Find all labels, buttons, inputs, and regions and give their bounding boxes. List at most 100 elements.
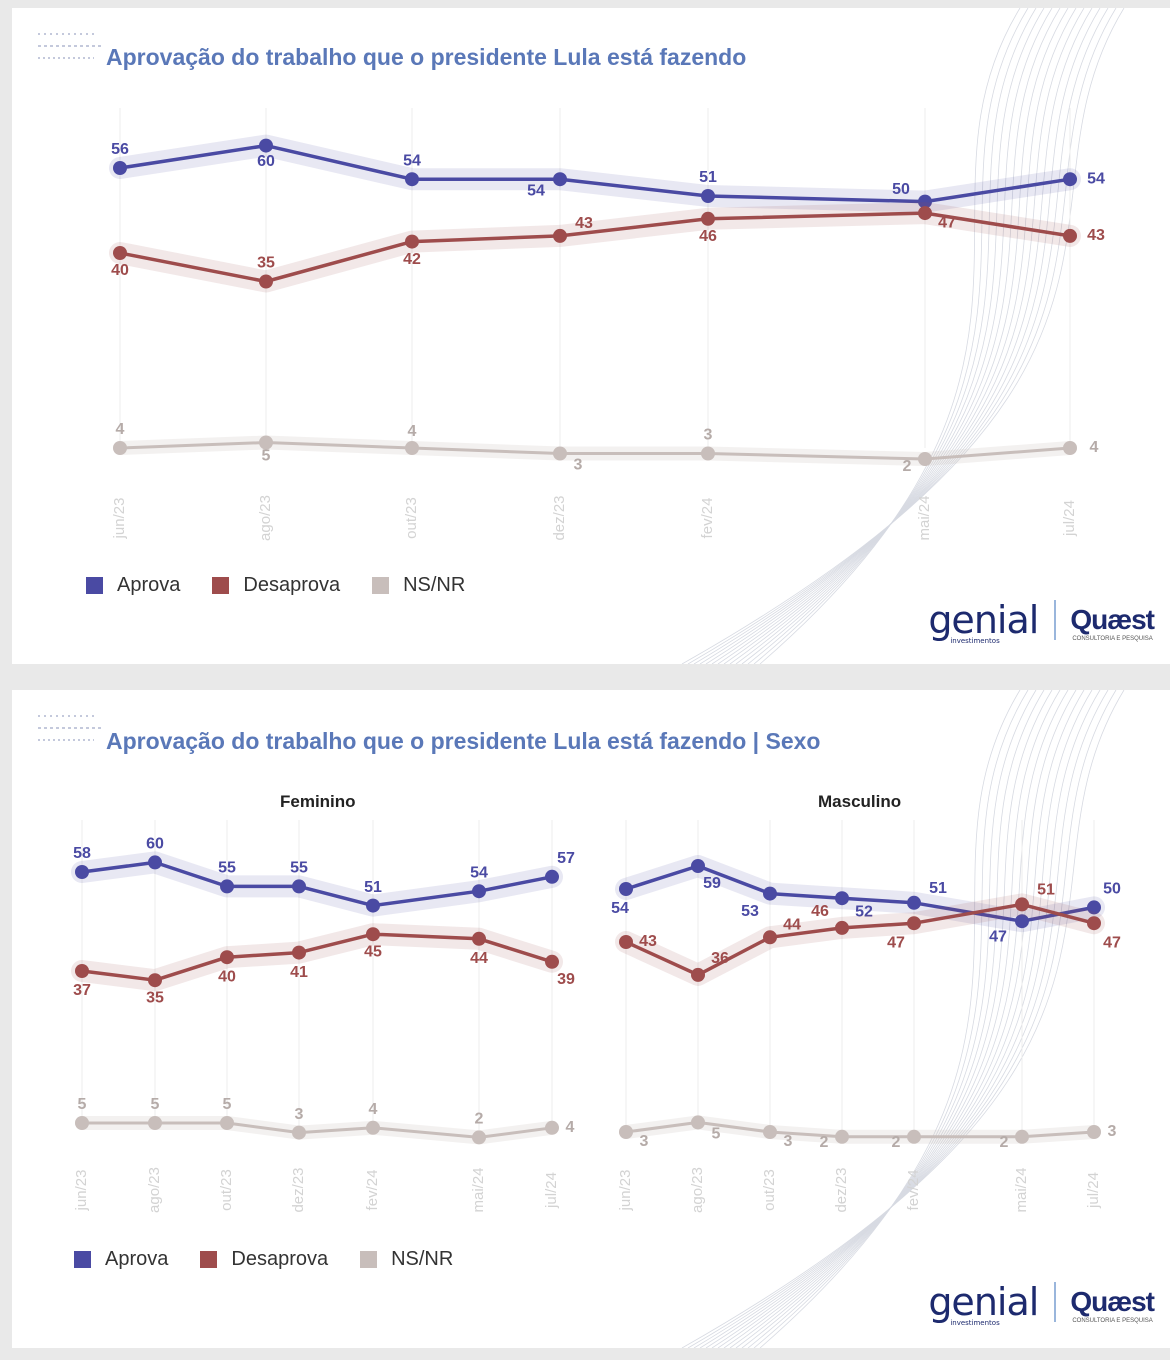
wave-decoration — [705, 690, 1093, 1348]
data-label: 58 — [73, 845, 91, 862]
data-label: 44 — [470, 950, 488, 967]
legend: Aprova Desaprova NS/NR — [86, 574, 497, 597]
genial-logo: genial investimentos — [928, 1280, 1039, 1327]
data-label: 46 — [699, 228, 717, 245]
data-label: 43 — [639, 933, 657, 950]
data-label: 35 — [257, 255, 275, 272]
x-tick-label: mai/24 — [916, 495, 933, 540]
legend-item-aprova: Aprova — [74, 1248, 168, 1271]
data-label: 51 — [364, 879, 382, 896]
dots-decoration-icon — [38, 715, 102, 741]
data-point — [835, 1129, 849, 1144]
data-label: 54 — [1087, 170, 1105, 187]
data-label: 54 — [403, 152, 421, 169]
data-label: 3 — [1108, 1123, 1117, 1140]
data-label: 3 — [295, 1106, 304, 1123]
data-label: 5 — [223, 1096, 232, 1113]
wave-decoration — [723, 690, 1069, 1348]
data-label: 5 — [78, 1096, 87, 1113]
data-point — [835, 920, 849, 935]
page-title: Aprovação do trabalho que o presidente L… — [106, 728, 821, 754]
data-label: 3 — [640, 1133, 649, 1150]
data-point — [148, 1116, 162, 1130]
x-tick-label: jul/24 — [1061, 500, 1078, 537]
data-label: 47 — [938, 214, 956, 231]
data-point — [113, 441, 127, 455]
data-label: 37 — [73, 982, 91, 999]
wave-decoration — [735, 8, 1053, 664]
wave-decoration — [699, 690, 1101, 1348]
data-label: 3 — [574, 457, 583, 474]
data-label: 54 — [611, 900, 629, 917]
wave-decoration — [759, 690, 1021, 1348]
x-tick-label: mai/24 — [470, 1167, 487, 1212]
data-label: 52 — [855, 903, 873, 920]
data-point — [918, 452, 932, 466]
data-label: 60 — [257, 153, 275, 170]
data-label: 2 — [903, 458, 912, 475]
data-point — [113, 161, 127, 175]
legend-label-desaprova: Desaprova — [243, 574, 341, 596]
data-label: 54 — [470, 864, 488, 881]
wave-decoration — [747, 8, 1037, 664]
chart-panel-sexo: Aprovação do trabalho que o presidente L… — [12, 690, 1170, 1348]
data-point — [545, 1120, 559, 1135]
data-label: 2 — [1000, 1134, 1009, 1151]
data-point — [292, 879, 306, 894]
data-point — [148, 855, 162, 870]
data-label: 47 — [1103, 934, 1121, 951]
wave-decoration — [741, 8, 1045, 664]
brand-logos: genial investimentos Quæst CONSULTORIA E P… — [928, 600, 1155, 645]
subchart-title-masculino: Masculino — [818, 792, 902, 811]
subchart-title-feminino: Feminino — [280, 792, 356, 811]
data-point — [701, 211, 715, 226]
data-point — [75, 1116, 89, 1130]
data-point — [691, 967, 705, 982]
legend-item-desaprova: Desaprova — [212, 574, 340, 597]
data-label: 35 — [146, 989, 164, 1006]
legend-label-nsnr: NS/NR — [403, 574, 466, 596]
quaest-logo: Quæst CONSULTORIA E PESQUISA — [1070, 604, 1155, 642]
data-point — [75, 964, 89, 978]
x-tick-label: dez/23 — [290, 1167, 307, 1212]
chart-panel-overall: Aprovação do trabalho que o presidente L… — [12, 8, 1170, 664]
data-point — [1063, 228, 1077, 243]
data-label: 3 — [704, 427, 713, 444]
data-point — [405, 441, 419, 455]
data-point — [259, 274, 273, 289]
legend-item-aprova: Aprova — [86, 574, 180, 597]
brand-logos: genial investimentos Quæst CONSULTORIA E P… — [928, 1280, 1155, 1327]
legend: Aprova Desaprova NS/NR — [74, 1248, 485, 1271]
data-point — [553, 172, 567, 187]
data-point — [366, 1120, 380, 1135]
data-label: 51 — [929, 880, 947, 897]
data-label: 47 — [989, 928, 1007, 945]
data-label: 55 — [218, 860, 236, 877]
data-label: 44 — [783, 917, 801, 934]
data-point — [472, 931, 486, 946]
data-point — [619, 935, 633, 949]
data-label: 55 — [290, 860, 308, 877]
wave-decoration — [687, 690, 1117, 1348]
wave-decoration — [681, 8, 1125, 664]
x-tick-label: jun/23 — [73, 1170, 90, 1212]
data-point — [1015, 897, 1029, 912]
data-point — [835, 891, 849, 906]
x-tick-label: dez/23 — [551, 495, 568, 540]
data-point — [405, 172, 419, 187]
x-tick-label: jul/24 — [1085, 1172, 1102, 1209]
data-label: 4 — [566, 1119, 575, 1136]
data-point — [292, 945, 306, 960]
data-label: 2 — [892, 1134, 901, 1151]
legend-label-aprova: Aprova — [117, 574, 181, 596]
data-point — [619, 882, 633, 896]
data-point — [907, 1129, 921, 1144]
data-point — [701, 446, 715, 461]
data-point — [763, 930, 777, 945]
legend-swatch-nsnr — [372, 577, 390, 594]
data-point — [918, 206, 932, 221]
line-chart-overall: jun/23 ago/23 out/23 dez/23 fev/24 mai/24 jul/… — [109, 8, 1125, 664]
wave-decoration — [729, 8, 1061, 664]
legend-item-nsnr: NS/NR — [372, 574, 465, 597]
data-label: 4 — [369, 1101, 378, 1118]
